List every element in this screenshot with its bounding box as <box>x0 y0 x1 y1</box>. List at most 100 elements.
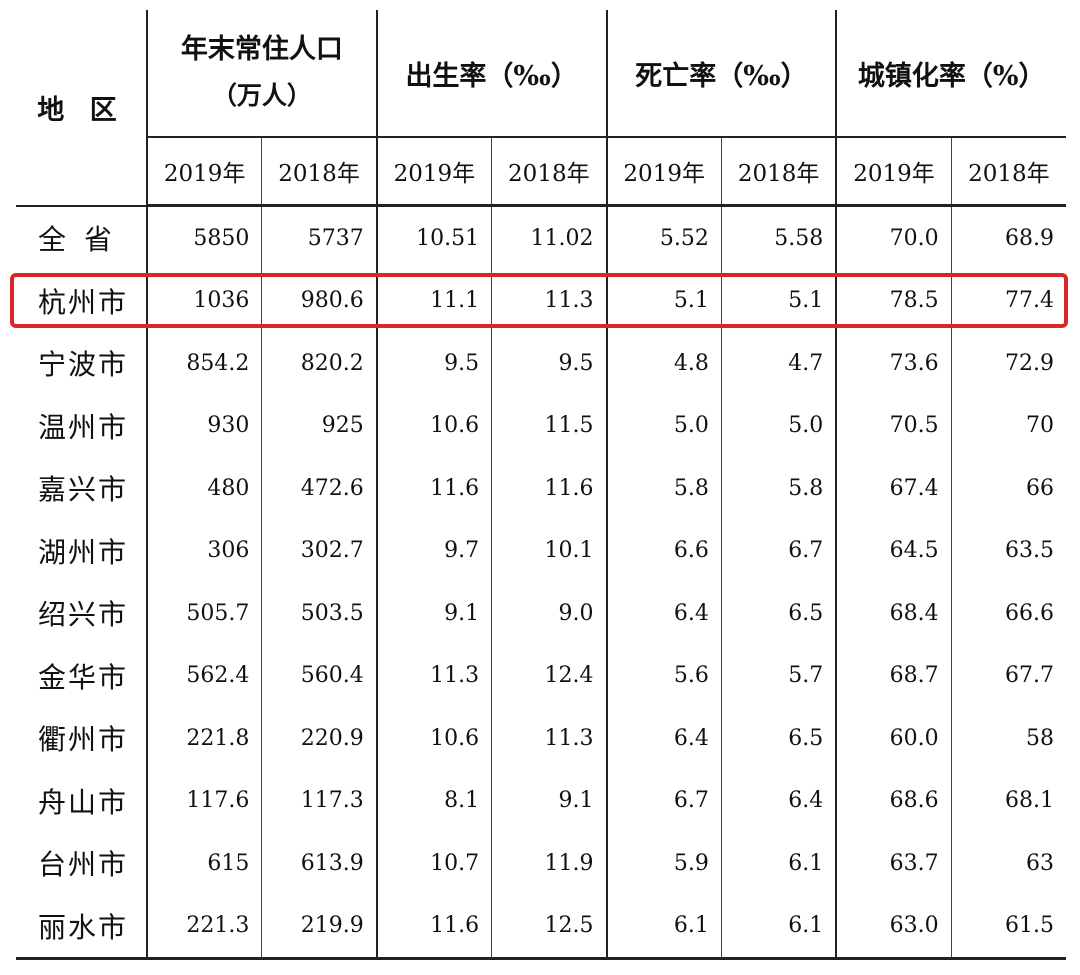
value-cell: 6.4 <box>605 582 722 645</box>
region-cell: 绍兴市 <box>38 598 129 632</box>
value-cell: 854.2 <box>146 332 262 395</box>
value-cell: 6.1 <box>605 894 722 960</box>
value-cell: 63.0 <box>835 894 952 960</box>
value-cell: 11.3 <box>375 644 492 707</box>
value-cell: 5.8 <box>605 457 722 520</box>
value-cell: 63.5 <box>950 519 1067 582</box>
year-header: 2018年 <box>950 137 1067 207</box>
value-cell: 5850 <box>146 205 262 270</box>
population-header-line2: （万人） <box>211 81 312 110</box>
population-header: 年末常住人口 （万人） <box>146 10 377 138</box>
region-cell: 湖州市 <box>38 535 129 569</box>
value-cell: 562.4 <box>146 644 262 707</box>
value-cell: 5.58 <box>720 205 837 270</box>
table-row: 金华市 562.4 560.4 11.3 12.4 5.6 5.7 68.7 67.7 <box>16 644 1067 707</box>
value-cell: 63.7 <box>835 832 952 895</box>
value-cell: 6.5 <box>720 707 837 770</box>
value-cell: 5.1 <box>605 269 722 332</box>
regional-statistics-table: 地 区 年末常住人口 （万人） 出生率（‰） 死亡率（‰） 城镇化率（%） 20… <box>16 10 1067 960</box>
value-cell: 9.1 <box>491 769 607 832</box>
region-cell: 舟山市 <box>38 785 129 819</box>
value-cell: 820.2 <box>261 332 377 395</box>
table-row: 绍兴市 505.7 503.5 9.1 9.0 6.4 6.5 68.4 66.6 <box>16 582 1067 645</box>
value-cell: 480 <box>146 457 262 520</box>
value-cell: 11.6 <box>375 894 492 960</box>
value-cell: 1036 <box>146 269 262 332</box>
value-cell: 11.5 <box>491 394 607 457</box>
value-cell: 5.0 <box>605 394 722 457</box>
value-cell: 68.9 <box>950 205 1067 270</box>
table-row: 丽水市 221.3 219.9 11.6 12.5 6.1 6.1 63.0 61.5 <box>16 894 1067 960</box>
value-cell: 10.6 <box>375 394 492 457</box>
death-rate-header: 死亡率（‰） <box>605 10 837 138</box>
value-cell: 6.1 <box>720 832 837 895</box>
value-cell: 10.1 <box>491 519 607 582</box>
value-cell: 63 <box>950 832 1067 895</box>
table-row: 衢州市 221.8 220.9 10.6 11.3 6.4 6.5 60.0 58 <box>16 707 1067 770</box>
value-cell: 67.7 <box>950 644 1067 707</box>
value-cell: 117.3 <box>261 769 377 832</box>
value-cell: 6.4 <box>720 769 837 832</box>
region-cell: 金华市 <box>38 660 129 694</box>
value-cell: 6.6 <box>605 519 722 582</box>
year-header: 2019年 <box>835 137 952 207</box>
value-cell: 9.7 <box>375 519 492 582</box>
value-cell: 11.6 <box>375 457 492 520</box>
value-cell: 11.3 <box>491 707 607 770</box>
value-cell: 615 <box>146 832 262 895</box>
value-cell: 930 <box>146 394 262 457</box>
value-cell: 68.4 <box>835 582 952 645</box>
table-row: 湖州市 306 302.7 9.7 10.1 6.6 6.7 64.5 63.5 <box>16 519 1067 582</box>
value-cell: 12.5 <box>491 894 607 960</box>
value-cell: 505.7 <box>146 582 262 645</box>
value-cell: 12.4 <box>491 644 607 707</box>
value-cell: 9.1 <box>375 582 492 645</box>
value-cell: 302.7 <box>261 519 377 582</box>
value-cell: 9.0 <box>491 582 607 645</box>
table-row: 嘉兴市 480 472.6 11.6 11.6 5.8 5.8 67.4 66 <box>16 457 1067 520</box>
value-cell: 5.6 <box>605 644 722 707</box>
year-header: 2018年 <box>720 137 837 207</box>
value-cell: 60.0 <box>835 707 952 770</box>
table-row: 温州市 930 925 10.6 11.5 5.0 5.0 70.5 70 <box>16 394 1067 457</box>
value-cell: 220.9 <box>261 707 377 770</box>
value-cell: 6.5 <box>720 582 837 645</box>
value-cell: 67.4 <box>835 457 952 520</box>
value-cell: 66.6 <box>950 582 1067 645</box>
value-cell: 503.5 <box>261 582 377 645</box>
year-header: 2018年 <box>491 137 607 207</box>
year-header: 2018年 <box>261 137 377 207</box>
value-cell: 64.5 <box>835 519 952 582</box>
value-cell: 613.9 <box>261 832 377 895</box>
value-cell: 5.0 <box>720 394 837 457</box>
value-cell: 11.1 <box>375 269 492 332</box>
value-cell: 11.3 <box>491 269 607 332</box>
value-cell: 221.8 <box>146 707 262 770</box>
value-cell: 8.1 <box>375 769 492 832</box>
value-cell: 11.6 <box>491 457 607 520</box>
value-cell: 5.7 <box>720 644 837 707</box>
value-cell: 5.1 <box>720 269 837 332</box>
value-cell: 472.6 <box>261 457 377 520</box>
value-cell: 117.6 <box>146 769 262 832</box>
value-cell: 61.5 <box>950 894 1067 960</box>
value-cell: 221.3 <box>146 894 262 960</box>
table-row: 台州市 615 613.9 10.7 11.9 5.9 6.1 63.7 63 <box>16 832 1067 895</box>
value-cell: 925 <box>261 394 377 457</box>
birth-rate-header: 出生率（‰） <box>375 10 607 138</box>
region-cell: 全省 <box>38 223 131 256</box>
value-cell: 4.7 <box>720 332 837 395</box>
value-cell: 980.6 <box>261 269 377 332</box>
urbanization-header: 城镇化率（%） <box>835 10 1067 138</box>
value-cell: 5737 <box>261 205 377 270</box>
value-cell: 73.6 <box>835 332 952 395</box>
value-cell: 11.02 <box>491 205 607 270</box>
value-cell: 70.0 <box>835 205 952 270</box>
table-row: 杭州市 1036 980.6 11.1 11.3 5.1 5.1 78.5 77.4 <box>16 269 1067 332</box>
region-column-header: 地 区 <box>16 10 147 207</box>
table-row: 舟山市 117.6 117.3 8.1 9.1 6.7 6.4 68.6 68.1 <box>16 769 1067 832</box>
region-cell: 衢州市 <box>38 723 129 757</box>
year-header: 2019年 <box>605 137 722 207</box>
value-cell: 10.6 <box>375 707 492 770</box>
value-cell: 11.9 <box>491 832 607 895</box>
